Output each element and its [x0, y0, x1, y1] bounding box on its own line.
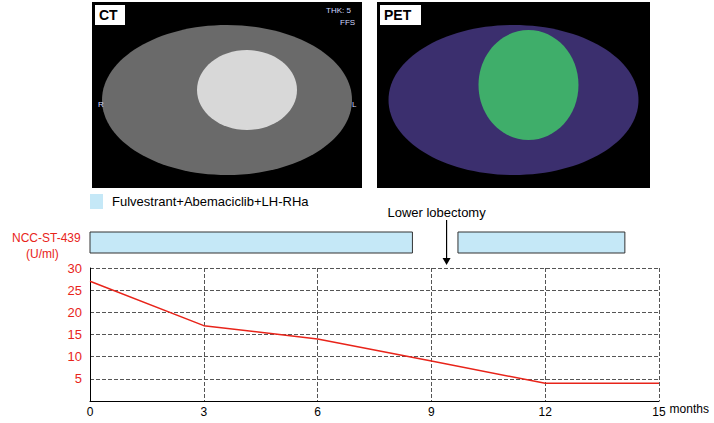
svg-text:5: 5 [75, 371, 82, 386]
svg-text:6: 6 [314, 405, 321, 419]
svg-text:CT: CT [99, 7, 118, 23]
svg-text:25: 25 [68, 283, 82, 298]
svg-text:L: L [352, 100, 357, 109]
svg-text:10: 10 [68, 349, 82, 364]
svg-text:THK: 5: THK: 5 [326, 6, 351, 15]
svg-text:Fulvestrant+Abemaciclib+LH-RHa: Fulvestrant+Abemaciclib+LH-RHa [112, 194, 309, 209]
svg-text:months: months [670, 402, 709, 416]
svg-text:30: 30 [68, 261, 82, 276]
svg-text:R: R [98, 100, 104, 109]
svg-text:12: 12 [539, 405, 553, 419]
svg-text:20: 20 [68, 305, 82, 320]
svg-text:(U/ml): (U/ml) [26, 247, 59, 261]
svg-text:3: 3 [200, 405, 207, 419]
svg-text:15: 15 [652, 405, 666, 419]
svg-text:Lower lobectomy: Lower lobectomy [387, 205, 486, 220]
svg-text:0: 0 [87, 405, 94, 419]
svg-text:FFS: FFS [340, 18, 355, 27]
svg-text:15: 15 [68, 327, 82, 342]
svg-text:9: 9 [428, 405, 435, 419]
svg-text:NCC-ST-439: NCC-ST-439 [12, 231, 81, 245]
svg-text:PET: PET [384, 7, 412, 23]
